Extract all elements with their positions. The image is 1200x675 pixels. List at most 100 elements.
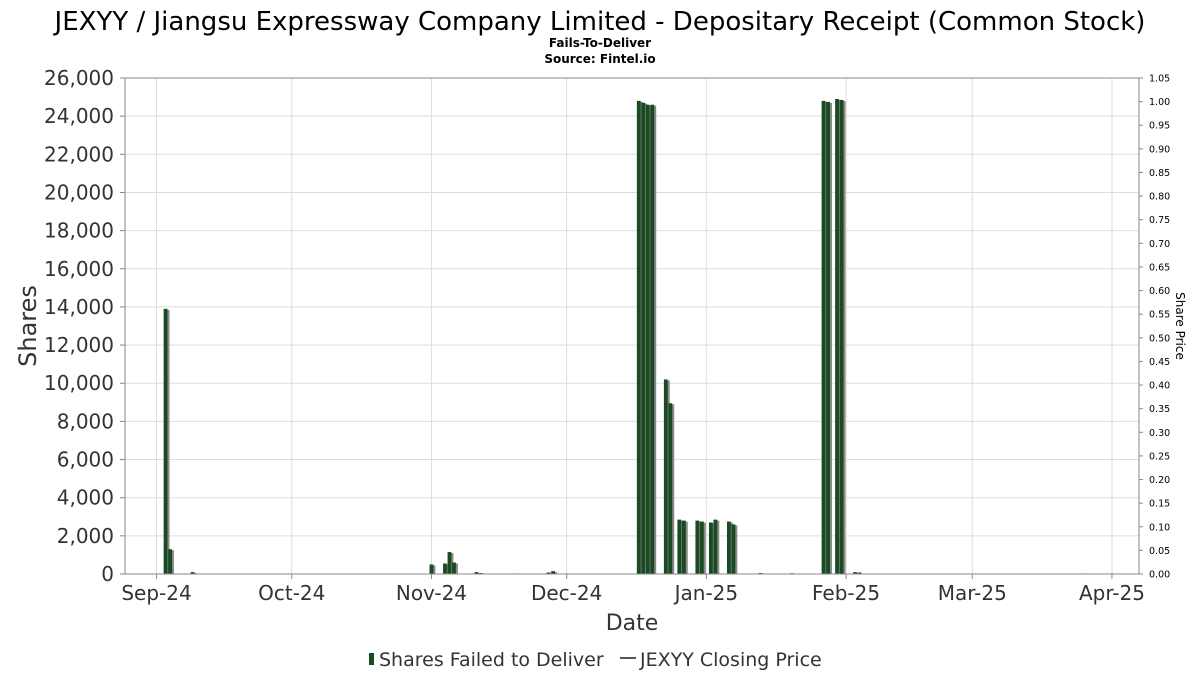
y-axis-label: Shares [14,285,42,367]
y2-tick-label: 0.00 [1149,570,1170,581]
x-tick-label: Sep-24 [121,581,191,605]
bar [452,562,456,574]
y2-tick-label: 0.55 [1149,310,1170,321]
y2-tick-label: 0.70 [1149,239,1170,250]
bar [677,519,682,574]
y-tick-label: 22,000 [44,142,114,166]
bar [839,99,844,574]
y-axis: 0 2,000 4,000 6,000 8,000 10,000 12,000 14,000 1… [44,66,125,586]
y2-tick-label: 0.50 [1149,333,1170,344]
y2-tick-label: 0.20 [1149,475,1170,486]
y2-tick-label: 0.80 [1149,192,1170,203]
chart-subtitle-2: Source: Fintel.io [544,52,655,66]
bar [190,572,195,574]
bar [447,552,452,574]
y2-tick-label: 0.90 [1149,144,1170,155]
y2-tick-label: 0.05 [1149,546,1170,557]
chart-subtitle-1: Fails-To-Deliver [549,36,651,50]
y-tick-label: 2,000 [57,524,114,548]
bar-shadow [837,99,841,574]
bar-shadow [670,404,675,574]
bar [726,521,731,574]
y-tick-label: 20,000 [44,180,114,204]
bar [826,101,830,574]
legend-label-shares: Shares Failed to Deliver [379,649,604,671]
legend-label-price: JEXYY Closing Price [639,649,822,671]
y-tick-label: 6,000 [57,448,114,472]
y-tick-label: 12,000 [44,333,114,357]
y2-tick-label: 0.25 [1149,451,1170,462]
y2-tick-label: 0.40 [1149,381,1170,392]
bar-shadow [841,100,846,574]
bar-shadow [679,520,684,574]
x-axis-label: Date [606,611,659,636]
bar [857,572,862,574]
y2-tick-label: 0.15 [1149,499,1170,510]
bar [429,564,434,574]
bars [163,98,1114,575]
y-tick-label: 26,000 [44,66,114,90]
bar-shadow [710,523,715,574]
x-axis: Sep-24 Oct-24 Nov-24 Dec-24 Jan-25 Feb-25 Mar-… [121,574,1145,605]
bar-shadow [454,563,458,574]
x-tick-label: Jan-25 [673,581,739,605]
y-tick-label: 16,000 [44,257,114,281]
legend: Shares Failed to Deliver JEXYY Closing P… [369,649,822,671]
bar-shadow [445,564,449,574]
bar [699,521,704,574]
bar-shadow [728,522,733,574]
y2-axis-label: Share Price [1173,292,1187,360]
bar [668,403,673,574]
y2-tick-label: 1.00 [1149,97,1170,108]
y2-tick-label: 0.35 [1149,404,1170,415]
bar-shadow [449,553,454,574]
x-tick-label: Nov-24 [396,581,467,605]
bar-shadow [431,565,436,574]
y2-tick-label: 1.05 [1149,74,1170,85]
y-tick-label: 18,000 [44,219,114,243]
y2-tick-label: 0.60 [1149,286,1170,297]
bar-shadow [665,380,670,574]
y2-tick-label: 0.30 [1149,428,1170,439]
bar [821,100,826,575]
x-tick-label: Mar-25 [938,581,1007,605]
bar [695,520,700,574]
x-tick-label: Apr-25 [1079,581,1145,605]
bar [474,572,479,574]
bar-shadow [828,102,832,574]
bar [443,563,447,574]
bar [681,520,686,574]
bar [731,524,736,574]
x-tick-label: Feb-25 [812,581,880,605]
bar [645,104,650,574]
plot-area [124,77,1140,575]
x-tick-label: Oct-24 [258,581,325,605]
chart-title: JEXYY / Jiangsu Expressway Company Limit… [53,7,1146,37]
bar [168,549,172,574]
bar [163,308,168,574]
bar [713,519,718,574]
bar [853,572,857,574]
bar [551,571,556,574]
bar-shadow [697,521,702,574]
legend-swatch-shares [369,653,374,665]
x-tick-label: Dec-24 [531,581,602,605]
y2-tick-label: 0.65 [1149,262,1170,273]
bar [636,100,641,575]
y-tick-label: 0 [101,562,114,586]
y-tick-label: 10,000 [44,371,114,395]
y2-tick-label: 0.10 [1149,522,1170,533]
y2-axis: 0.00 0.05 0.10 0.15 0.20 0.25 0.30 0.35 0.40 0.45… [1139,74,1170,581]
bar [663,379,668,574]
y2-tick-label: 0.95 [1149,121,1170,132]
y2-tick-label: 0.45 [1149,357,1170,368]
bar [546,572,551,574]
bar-shadow [638,101,643,575]
bar-shadow [715,520,720,574]
bar [835,98,839,574]
y2-tick-label: 0.75 [1149,215,1170,226]
y2-tick-label: 0.85 [1149,168,1170,179]
bar-shadow [733,525,738,574]
bar [708,522,713,574]
